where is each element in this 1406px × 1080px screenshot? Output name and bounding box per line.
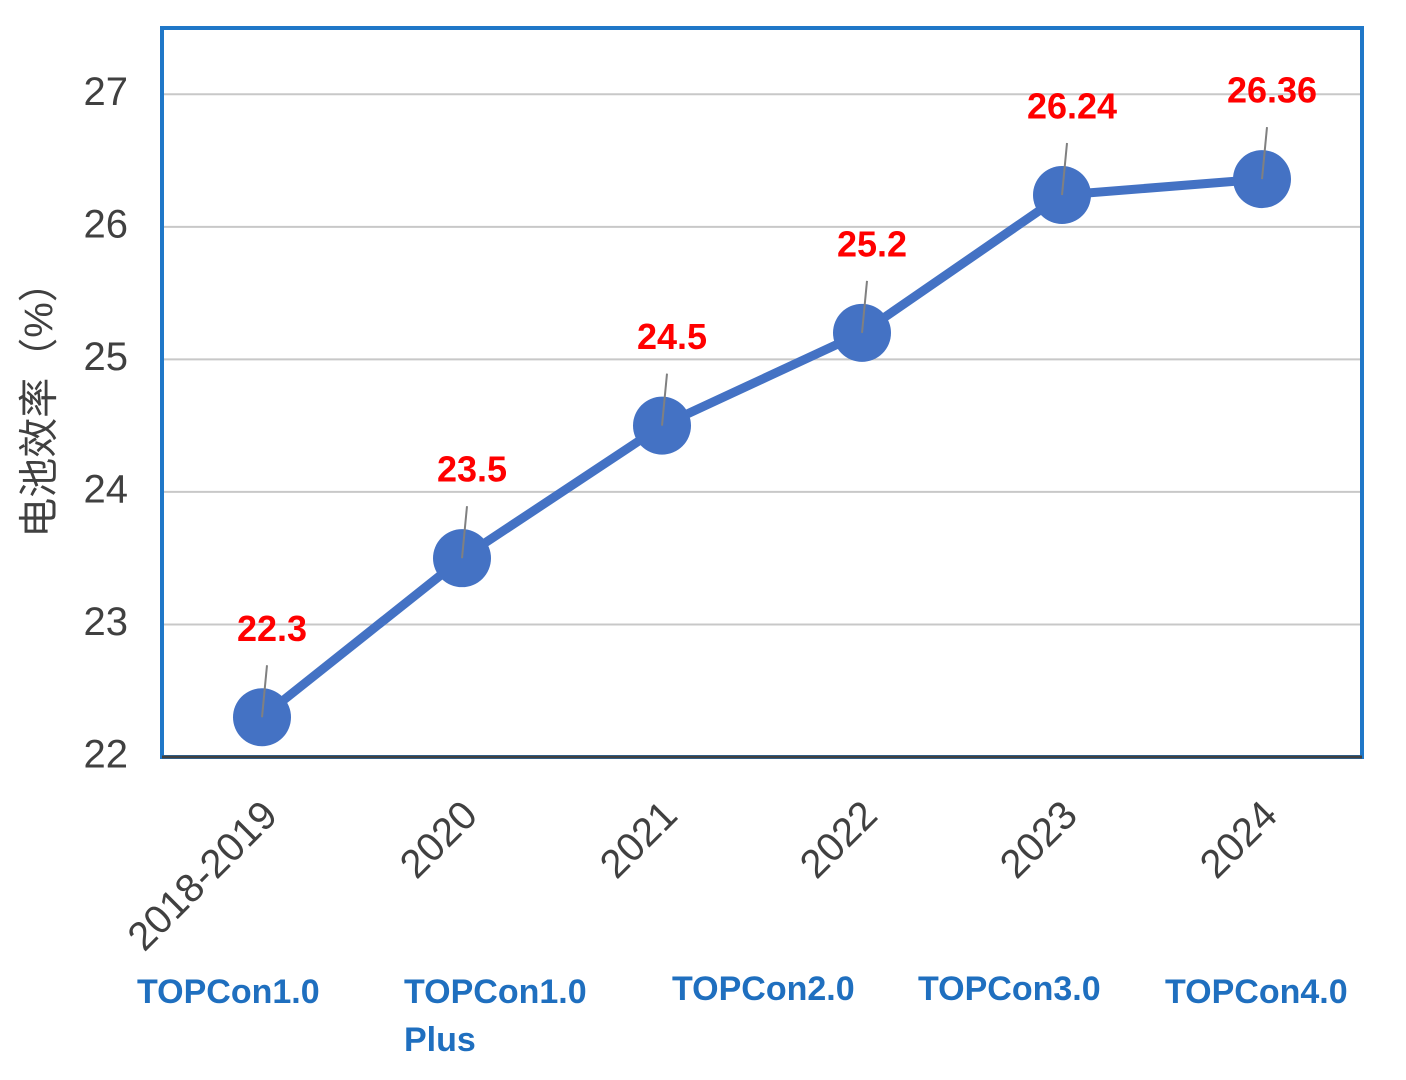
y-axis-label: 电池效率（%） <box>18 262 62 538</box>
annotation: TOPCon1.0 <box>137 973 320 1011</box>
leader-line <box>461 506 468 559</box>
x-tick-label: 2021 <box>592 793 686 887</box>
data-label: 26.36 <box>1227 70 1317 111</box>
annotation: TOPCon3.0 <box>918 970 1101 1008</box>
x-tick-label: 2018-2019 <box>119 793 285 959</box>
x-tick-label: 2023 <box>992 793 1086 887</box>
y-tick-label: 27 <box>84 70 129 114</box>
x-tick-label: 2022 <box>792 793 886 887</box>
annotation: TOPCon1.0 Plus <box>404 973 587 1059</box>
data-label: 25.2 <box>837 223 907 264</box>
annotation: TOPCon4.0 <box>1165 973 1348 1011</box>
line <box>259 174 1263 721</box>
leader-line <box>861 280 868 333</box>
data-label: 26.24 <box>1027 86 1117 127</box>
x-tick-label: 2024 <box>1192 793 1286 887</box>
y-tick-label: 24 <box>84 467 129 511</box>
leader-line <box>261 665 268 718</box>
annotation: TOPCon2.0 <box>672 970 855 1008</box>
leader-line <box>661 373 668 426</box>
plot-border <box>160 26 1364 759</box>
data-label: 23.5 <box>437 449 507 490</box>
data-label: 24.5 <box>637 316 707 357</box>
leader-line <box>1261 127 1268 180</box>
y-tick-label: 22 <box>84 733 129 777</box>
y-tick-label: 23 <box>84 600 129 644</box>
x-tick-label: 2020 <box>392 793 486 887</box>
leader-line <box>1061 142 1068 196</box>
data-label: 22.3 <box>237 608 307 649</box>
y-tick-label: 26 <box>84 202 129 246</box>
y-tick-label: 25 <box>84 335 129 379</box>
